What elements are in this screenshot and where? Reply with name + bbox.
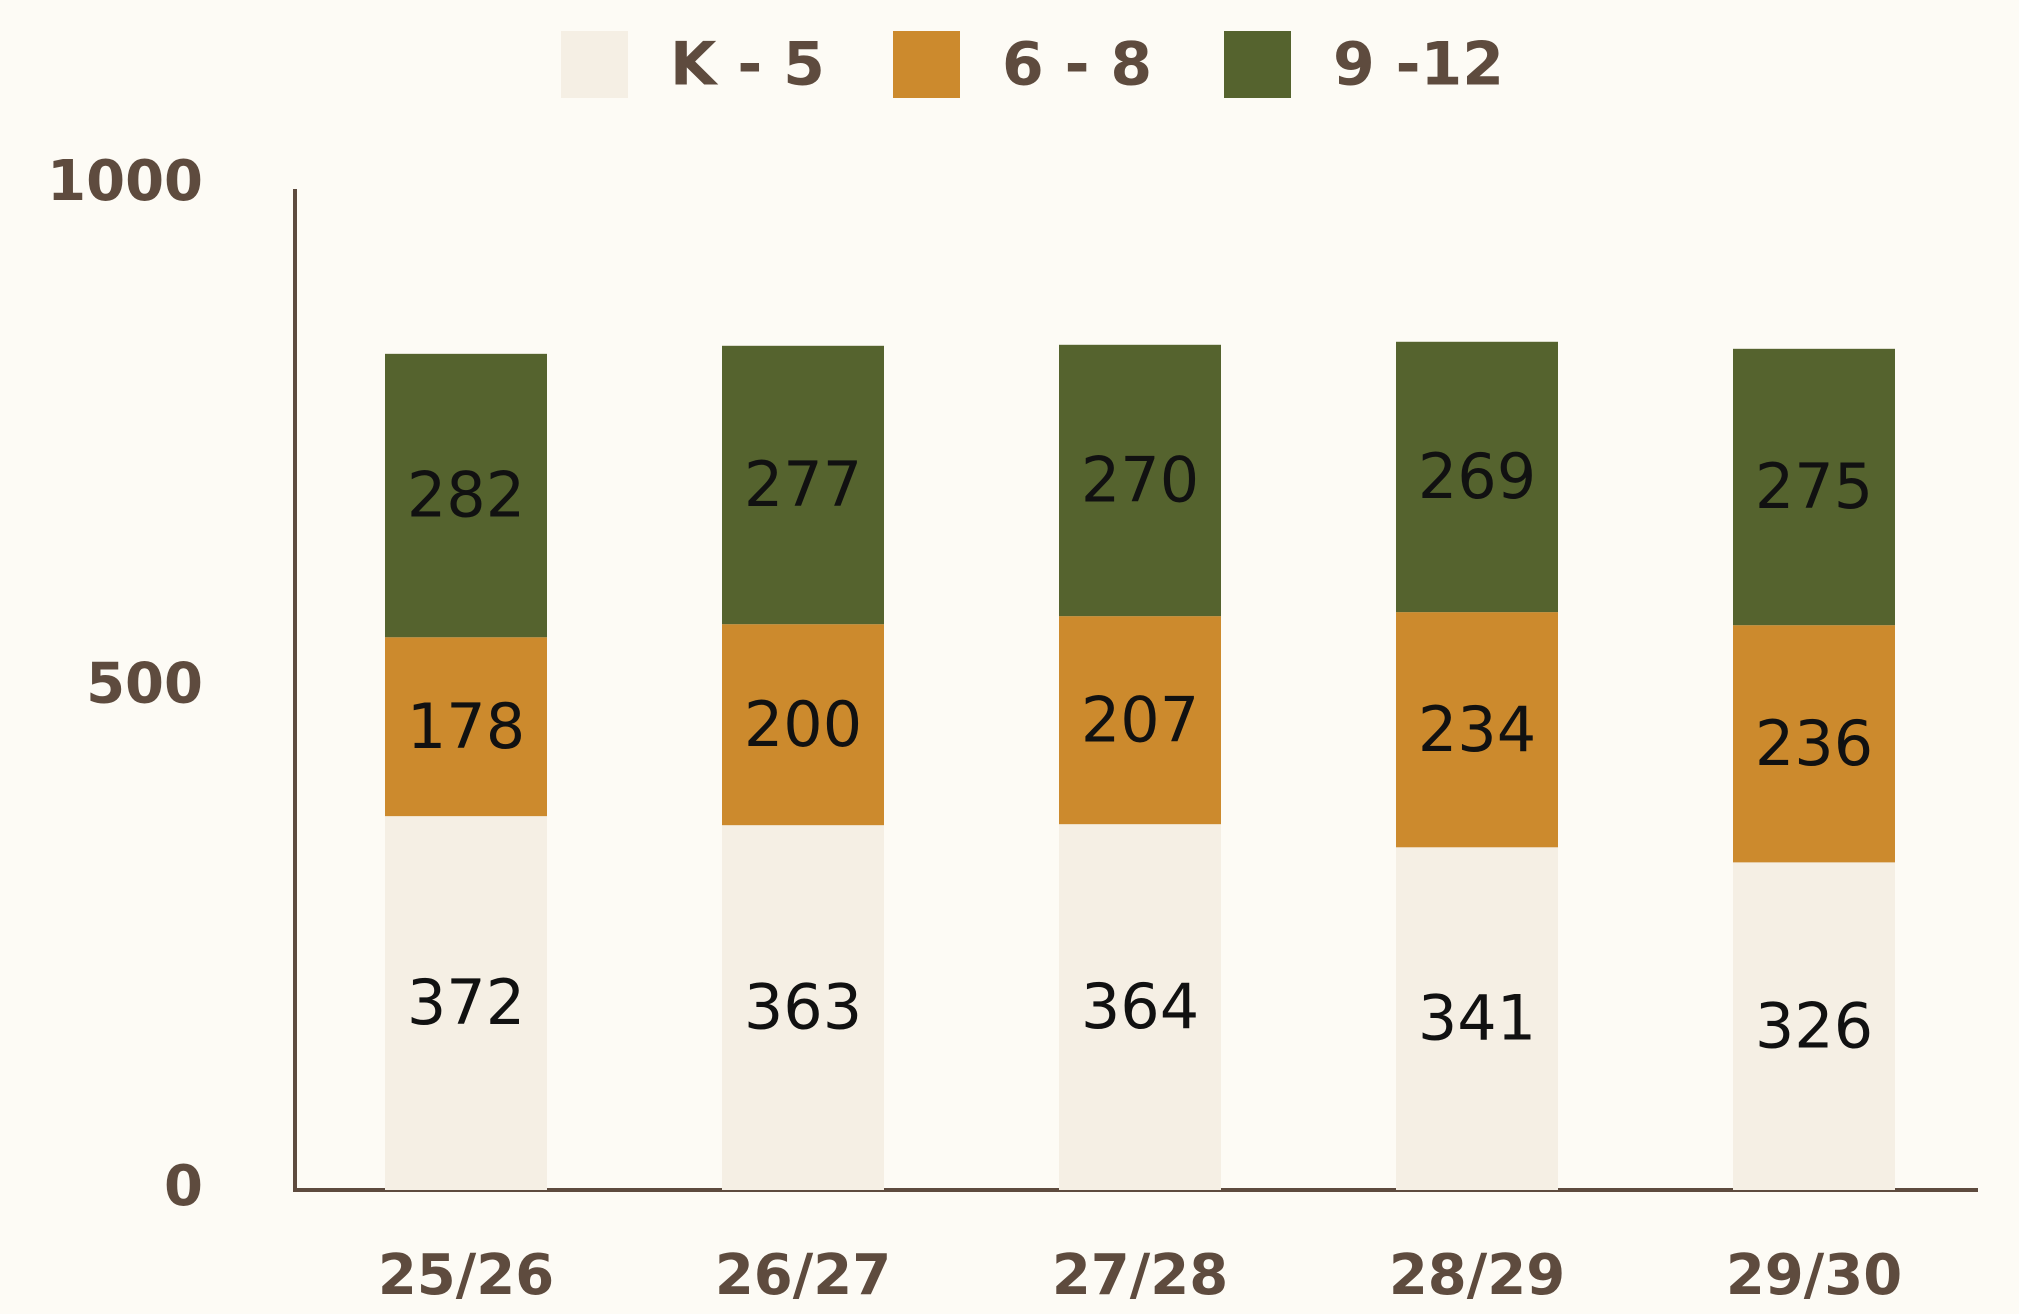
- bar-segment: [722, 345, 884, 625]
- x-tick-label: 26/27: [715, 1243, 891, 1308]
- legend-swatch: [561, 31, 628, 98]
- bar-segment: [722, 624, 884, 826]
- value-label: 178: [407, 690, 525, 763]
- bar-segment: [722, 825, 884, 1190]
- y-tick-label: 0: [164, 1154, 203, 1219]
- bar-segment: [1059, 616, 1221, 825]
- bar-segment: [1733, 625, 1895, 863]
- bar-segment: [1396, 847, 1558, 1190]
- value-label: 270: [1081, 444, 1199, 517]
- value-label: 236: [1755, 707, 1873, 780]
- value-label: 341: [1418, 982, 1536, 1055]
- value-label: 364: [1081, 970, 1199, 1043]
- value-label: 200: [744, 688, 862, 761]
- value-label: 269: [1418, 440, 1536, 513]
- y-tick-label: 1000: [47, 149, 203, 214]
- bar-segment: [385, 353, 547, 638]
- legend-swatch: [1224, 31, 1291, 98]
- bar-segment: [1059, 344, 1221, 617]
- x-tick-label: 25/26: [378, 1243, 554, 1308]
- value-label: 207: [1081, 683, 1199, 756]
- value-label: 372: [407, 966, 525, 1039]
- bar-segment: [1733, 862, 1895, 1190]
- x-tick-label: 27/28: [1052, 1243, 1228, 1308]
- y-tick-label: 500: [86, 652, 203, 717]
- value-label: 326: [1755, 989, 1873, 1062]
- legend-label: 9 -12: [1333, 30, 1504, 100]
- value-label: 234: [1418, 693, 1536, 766]
- x-tick-label: 29/30: [1726, 1243, 1902, 1308]
- legend-label: 6 - 8: [1002, 30, 1152, 100]
- x-tick-label: 28/29: [1389, 1243, 1565, 1308]
- value-label: 282: [407, 459, 525, 532]
- legend-label: K - 5: [670, 30, 825, 100]
- legend-swatch: [893, 31, 960, 98]
- value-label: 363: [744, 971, 862, 1044]
- bar-segment: [1059, 824, 1221, 1190]
- bar-segment: [1396, 341, 1558, 613]
- bar-segment: [1733, 348, 1895, 626]
- value-label: 275: [1755, 450, 1873, 523]
- value-label: 277: [744, 448, 862, 521]
- bar-segment: [385, 637, 547, 817]
- bar-segment: [1396, 612, 1558, 848]
- bar-segment: [385, 816, 547, 1190]
